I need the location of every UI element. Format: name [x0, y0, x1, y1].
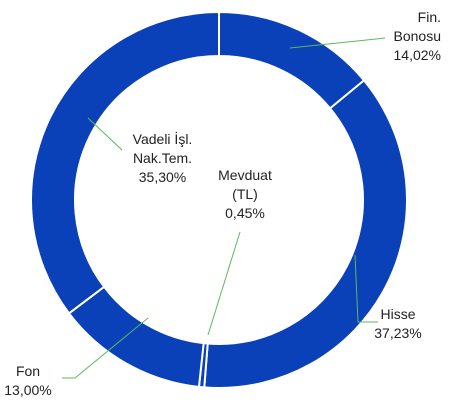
- slice-label: Fon 13,00%: [0, 362, 56, 400]
- donut-slice: [67, 285, 205, 389]
- donut-slice: [30, 10, 220, 315]
- slice-label: Fin. Bonosu 14,02%: [371, 8, 441, 65]
- slice-label: Vadeli İşl. Nak.Tem. 35,30%: [115, 130, 210, 187]
- donut-slice: [218, 10, 366, 110]
- value-label: 35,30%: [138, 169, 187, 185]
- leader-line: [289, 37, 386, 49]
- value-label: 0,45%: [225, 205, 265, 221]
- leader-line: [207, 231, 241, 336]
- category-label: Mevduat (TL): [218, 167, 272, 202]
- slice-label: Mevduat (TL) 0,45%: [205, 166, 285, 223]
- slice-label: Hisse 37,23%: [362, 305, 434, 343]
- leader-line: [62, 317, 149, 379]
- category-label: Fin. Bonosu: [393, 9, 441, 44]
- donut-slice: [203, 78, 408, 389]
- leader-line: [354, 254, 378, 323]
- leader-line: [87, 117, 123, 151]
- category-label: Vadeli İşl. Nak.Tem.: [132, 131, 193, 166]
- value-label: 14,02%: [393, 47, 441, 63]
- category-label: Hisse: [380, 306, 416, 322]
- value-label: 13,00%: [4, 382, 52, 398]
- category-label: Fon: [15, 363, 41, 379]
- value-label: 37,23%: [374, 325, 422, 341]
